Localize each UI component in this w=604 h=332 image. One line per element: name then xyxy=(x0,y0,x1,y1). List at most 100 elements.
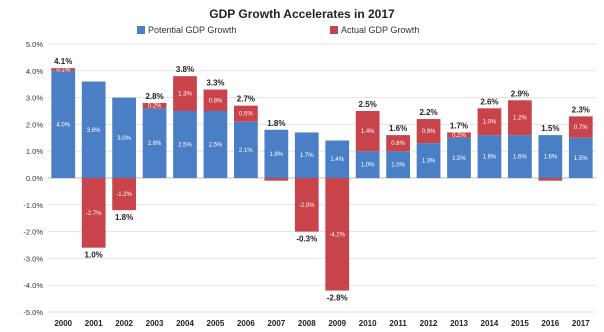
total-label: 3.3% xyxy=(206,79,224,88)
segment-label: 3.0% xyxy=(117,136,131,142)
bars xyxy=(51,68,593,291)
segment-label: 0.8% xyxy=(209,98,223,104)
bar-potential xyxy=(234,121,258,178)
x-tick-label: 2017 xyxy=(572,319,590,328)
bar-potential xyxy=(173,111,197,178)
bar-actual xyxy=(416,119,441,144)
x-tick-label: 2012 xyxy=(420,319,438,328)
bar-actual xyxy=(142,102,167,109)
bar-actual xyxy=(234,105,258,122)
y-tick-label: -4.0% xyxy=(23,281,43,290)
segment-label: -1.2% xyxy=(116,192,132,198)
legend: Potential GDP Growth Actual GDP Growth xyxy=(137,25,419,35)
total-label: 1.7% xyxy=(450,121,468,130)
segment-label: 1.5% xyxy=(574,156,588,162)
bar-actual xyxy=(447,132,471,138)
segment-label: 1.7% xyxy=(300,153,314,159)
gridlines xyxy=(48,43,596,313)
bar-actual xyxy=(355,111,380,152)
bar-actual xyxy=(538,178,563,181)
segment-label: 1.6% xyxy=(513,155,527,161)
y-tick-label: 4.0% xyxy=(26,67,43,76)
segment-label: 1.6% xyxy=(543,155,557,161)
total-label: -0.3% xyxy=(296,235,317,244)
bar-actual xyxy=(81,178,106,248)
segment-label: 1.4% xyxy=(361,129,375,135)
bar-actual xyxy=(477,108,502,136)
bar-actual xyxy=(508,100,532,136)
y-tick-label: -1.0% xyxy=(23,201,43,210)
total-label: 2.7% xyxy=(237,95,255,104)
segment-label: 3.6% xyxy=(87,128,101,134)
segment-label: 2.5% xyxy=(209,143,223,149)
x-tick-label: 2001 xyxy=(85,319,103,328)
segment-label: 0.2% xyxy=(452,133,466,139)
segment-label: 1.4% xyxy=(330,157,344,163)
total-label: 1.6% xyxy=(389,124,407,133)
x-tick-label: 2009 xyxy=(328,319,346,328)
legend-swatch-actual xyxy=(330,26,338,34)
total-label: 1.5% xyxy=(541,124,559,133)
x-tick-label: 2007 xyxy=(267,319,285,328)
bar-potential xyxy=(325,140,350,178)
y-tick-label: 2.0% xyxy=(26,120,43,129)
y-axis: 5.0% 4.0% 3.0% 2.0% 1.0% 0.0% -1.0% -2.0% -3.0% -… xyxy=(23,40,43,317)
segment-label: 1.5% xyxy=(452,156,466,162)
total-label: 2.3% xyxy=(572,105,590,114)
segment-label: 1.0% xyxy=(361,163,375,169)
bar-actual xyxy=(112,178,136,211)
segment-label: 2.1% xyxy=(239,148,253,154)
segment-label: 0.7% xyxy=(574,125,588,131)
y-tick-label: 1.0% xyxy=(26,147,43,156)
bar-actual xyxy=(568,116,593,138)
x-tick-label: 2008 xyxy=(298,319,316,328)
segment-label: 1.6% xyxy=(483,155,497,161)
bar-potential xyxy=(538,135,563,178)
bar-potential xyxy=(294,132,319,178)
chart-title: GDP Growth Accelerates in 2017 xyxy=(209,7,395,21)
x-tick-label: 2005 xyxy=(207,319,225,328)
bar-potential xyxy=(477,135,502,178)
bar-actual xyxy=(325,178,350,291)
segment-label: 1.3% xyxy=(422,159,436,165)
x-tick-label: 2000 xyxy=(54,319,72,328)
segment-label: 0.2% xyxy=(148,104,162,110)
segment-label: 4.0% xyxy=(56,122,70,128)
bar-actual xyxy=(173,76,197,111)
bar-actual xyxy=(386,135,410,152)
bar-actual xyxy=(264,178,289,181)
segment-label: -2.0% xyxy=(299,203,315,209)
bar-potential xyxy=(568,137,593,178)
data-labels: 4.0% 0.1%4.1% 3.6% -2.7% 1.0% 3.0% -1.2% 1.8% 2.… xyxy=(54,57,590,302)
x-tick-label: 2016 xyxy=(541,319,559,328)
bar-potential xyxy=(508,135,532,178)
total-label: 2.2% xyxy=(419,108,437,117)
total-label: 2.6% xyxy=(480,97,498,106)
x-axis: 2000 2001 2002 2003 2004 2005 2006 2007 2008 2009… xyxy=(54,319,590,328)
segment-label: 1.0% xyxy=(483,120,497,126)
y-tick-label: -5.0% xyxy=(23,308,43,317)
total-label: 1.8% xyxy=(115,213,133,222)
segment-label: -4.2% xyxy=(329,232,345,238)
bar-actual xyxy=(203,89,228,111)
segment-label: 0.9% xyxy=(422,129,436,135)
bar-potential xyxy=(355,151,380,178)
bar-potential xyxy=(203,111,228,178)
segment-label: 0.1% xyxy=(56,67,70,73)
bar-potential xyxy=(112,97,136,178)
total-label: 4.1% xyxy=(54,57,72,66)
bar-potential xyxy=(416,143,441,178)
segment-label: 2.6% xyxy=(148,141,162,147)
segment-label: 2.5% xyxy=(178,143,192,149)
segment-label: 1.2% xyxy=(513,116,527,122)
segment-label: -2.7% xyxy=(86,211,102,217)
x-tick-label: 2002 xyxy=(115,319,133,328)
total-label: 3.8% xyxy=(176,65,194,74)
bar-potential xyxy=(142,108,167,178)
x-tick-label: 2013 xyxy=(450,319,468,328)
y-tick-label: -2.0% xyxy=(23,228,43,237)
segment-label: 1.8% xyxy=(269,152,283,158)
segment-label: 0.6% xyxy=(391,141,405,147)
bar-actual xyxy=(51,68,76,71)
